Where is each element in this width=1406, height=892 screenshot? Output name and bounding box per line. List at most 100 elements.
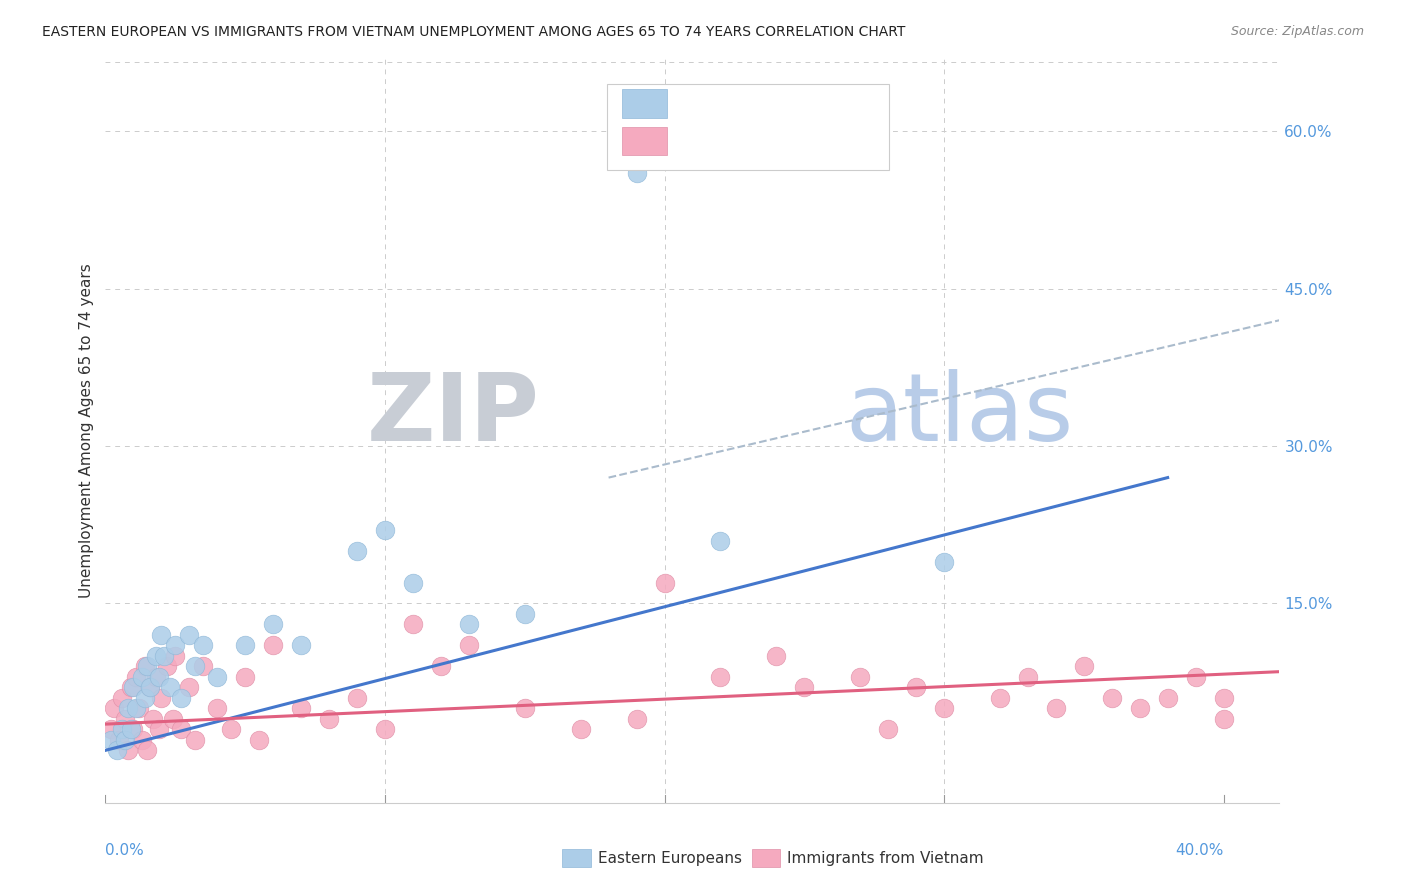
Text: 0.444: 0.444 — [731, 95, 785, 112]
Point — [430, 659, 453, 673]
Point — [139, 681, 162, 695]
Point — [120, 681, 142, 695]
Point — [131, 670, 153, 684]
Point — [184, 732, 207, 747]
FancyBboxPatch shape — [607, 84, 889, 169]
Point — [153, 648, 176, 663]
Point — [346, 544, 368, 558]
Y-axis label: Unemployment Among Ages 65 to 74 years: Unemployment Among Ages 65 to 74 years — [79, 263, 94, 598]
Point — [111, 690, 134, 705]
Point — [932, 701, 955, 715]
Text: N =: N = — [790, 95, 827, 112]
Point — [100, 723, 122, 737]
Point — [128, 701, 150, 715]
Point — [402, 617, 425, 632]
Point — [1184, 670, 1206, 684]
Point — [159, 681, 181, 695]
Point — [170, 723, 193, 737]
Point — [114, 732, 136, 747]
Point — [125, 701, 148, 715]
FancyBboxPatch shape — [621, 127, 666, 155]
Point — [513, 701, 536, 715]
Point — [156, 659, 179, 673]
Point — [1212, 712, 1234, 726]
Point — [849, 670, 872, 684]
Point — [193, 659, 215, 673]
Point — [233, 639, 256, 653]
Text: 0.157: 0.157 — [731, 132, 789, 150]
Text: 58: 58 — [834, 132, 856, 150]
Text: ZIP: ZIP — [367, 369, 540, 461]
Point — [111, 723, 134, 737]
Text: atlas: atlas — [845, 369, 1073, 461]
Point — [117, 701, 139, 715]
Text: R =: R = — [685, 95, 720, 112]
Point — [457, 617, 479, 632]
Point — [247, 732, 270, 747]
Point — [120, 723, 142, 737]
Point — [1129, 701, 1152, 715]
Point — [148, 723, 170, 737]
Point — [136, 743, 159, 757]
Text: 0.0%: 0.0% — [105, 843, 145, 858]
Point — [125, 670, 148, 684]
Point — [290, 639, 312, 653]
Point — [233, 670, 256, 684]
Point — [105, 743, 128, 757]
Point — [709, 533, 731, 548]
Point — [262, 639, 284, 653]
Point — [193, 639, 215, 653]
Point — [145, 670, 167, 684]
Point — [170, 690, 193, 705]
Point — [290, 701, 312, 715]
Point — [184, 659, 207, 673]
Text: Source: ZipAtlas.com: Source: ZipAtlas.com — [1230, 25, 1364, 38]
Point — [103, 701, 125, 715]
Point — [793, 681, 815, 695]
Point — [654, 575, 676, 590]
Text: EASTERN EUROPEAN VS IMMIGRANTS FROM VIETNAM UNEMPLOYMENT AMONG AGES 65 TO 74 YEA: EASTERN EUROPEAN VS IMMIGRANTS FROM VIET… — [42, 25, 905, 39]
Point — [626, 712, 648, 726]
Text: Immigrants from Vietnam: Immigrants from Vietnam — [787, 851, 984, 865]
Point — [1212, 690, 1234, 705]
Point — [145, 648, 167, 663]
Point — [207, 670, 229, 684]
Point — [162, 712, 184, 726]
Point — [318, 712, 340, 726]
Point — [142, 712, 165, 726]
Point — [122, 681, 145, 695]
Point — [150, 628, 173, 642]
Point — [457, 639, 479, 653]
Point — [1017, 670, 1039, 684]
Point — [117, 743, 139, 757]
Point — [709, 670, 731, 684]
Point — [139, 681, 162, 695]
Point — [122, 723, 145, 737]
Text: Eastern Europeans: Eastern Europeans — [598, 851, 741, 865]
Point — [150, 690, 173, 705]
Point — [346, 690, 368, 705]
Point — [134, 659, 156, 673]
Point — [1073, 659, 1095, 673]
Point — [165, 639, 187, 653]
Point — [165, 648, 187, 663]
Point — [932, 555, 955, 569]
Point — [219, 723, 242, 737]
Point — [765, 648, 787, 663]
Point — [100, 732, 122, 747]
Point — [402, 575, 425, 590]
Point — [131, 732, 153, 747]
Point — [374, 523, 396, 537]
Point — [1101, 690, 1123, 705]
Point — [207, 701, 229, 715]
Point — [374, 723, 396, 737]
Point — [108, 732, 131, 747]
Text: 40.0%: 40.0% — [1175, 843, 1223, 858]
Point — [179, 681, 201, 695]
Point — [905, 681, 928, 695]
Point — [569, 723, 592, 737]
Point — [179, 628, 201, 642]
Point — [988, 690, 1011, 705]
Point — [877, 723, 900, 737]
Point — [134, 690, 156, 705]
